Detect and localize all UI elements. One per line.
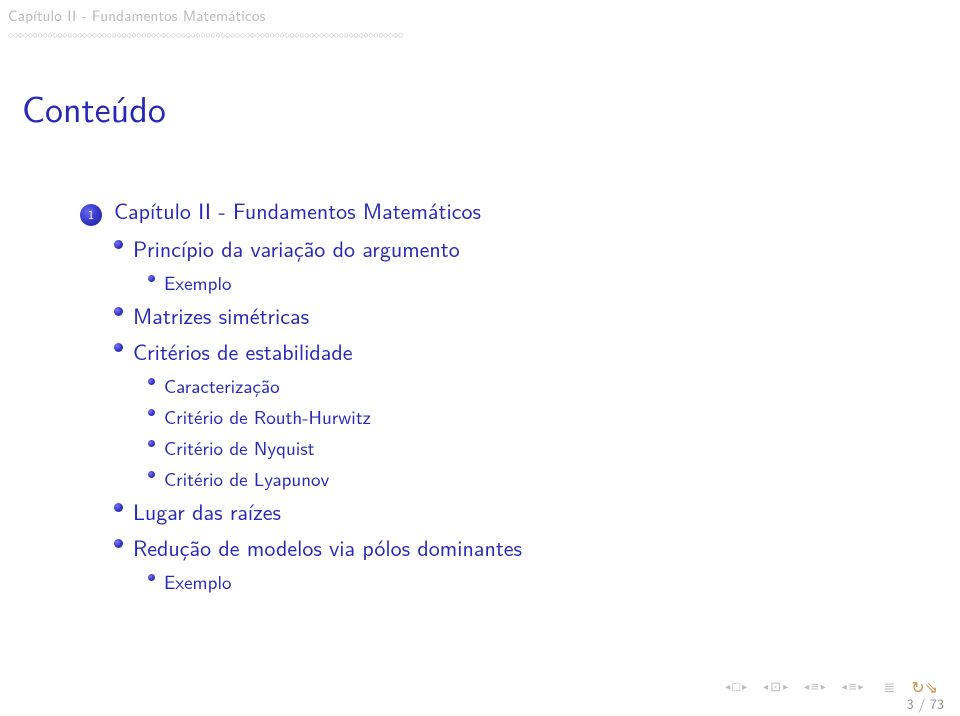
outline-subitem[interactable]: Exemplo	[148, 567, 960, 595]
item-label: Lugar das raízes	[133, 495, 281, 527]
bullet-icon	[148, 440, 155, 447]
outline-item[interactable]: Redução de modelos via pólos dominantes	[114, 531, 960, 563]
bullet-icon	[114, 503, 123, 512]
outline-section[interactable]: 1 Capítulo II - Fundamentos Matemáticos	[80, 194, 960, 226]
outline-content: 1 Capítulo II - Fundamentos Matemáticos …	[0, 134, 960, 595]
nav-mode-icon[interactable]: ≣	[883, 677, 895, 697]
frame-title: Conteúdo	[0, 41, 960, 134]
bullet-icon	[148, 378, 155, 385]
outline-subitem[interactable]: Critério de Nyquist	[148, 433, 960, 461]
section-label: Capítulo II - Fundamentos Matemáticos	[114, 194, 481, 226]
nav-first-prev[interactable]: ◂□▸	[725, 677, 747, 696]
item-label: Critérios de estabilidade	[133, 335, 353, 367]
subitem-label: Critério de Lyapunov	[164, 464, 329, 492]
outline-item[interactable]: Princípio da variação do argumento	[114, 232, 960, 264]
outline-subitem[interactable]: Exemplo	[148, 268, 960, 296]
subitem-label: Critério de Nyquist	[164, 433, 314, 461]
outline-item[interactable]: Matrizes simétricas	[114, 299, 960, 331]
page-number: 3 / 73	[907, 694, 944, 714]
bullet-icon	[114, 343, 123, 352]
bullet-icon	[148, 275, 155, 282]
outline-item[interactable]: Critérios de estabilidade	[114, 335, 960, 367]
subitem-label: Exemplo	[164, 567, 232, 595]
item-label: Redução de modelos via pólos dominantes	[133, 531, 522, 563]
outline-subitem[interactable]: Caracterização	[148, 371, 960, 399]
bullet-icon	[148, 471, 155, 478]
subitem-label: Exemplo	[164, 268, 232, 296]
section-title: Capítulo II - Fundamentos Matemáticos	[8, 4, 952, 26]
item-label: Matrizes simétricas	[133, 299, 309, 331]
bullet-icon	[114, 240, 123, 249]
bullet-icon	[114, 539, 123, 548]
item-label: Princípio da variação do argumento	[133, 232, 460, 264]
subitem-label: Critério de Routh-Hurwitz	[164, 402, 371, 430]
progress-dots: ○○○○○○○○○○○○○○○○○○○○○○○○○○○○○○○○○○○○○○○○…	[0, 26, 960, 41]
outline-subitem[interactable]: Critério de Lyapunov	[148, 464, 960, 492]
subitem-label: Caracterização	[164, 371, 280, 399]
nav-up-down[interactable]: ◂⊡▸	[763, 677, 788, 696]
section-number-ball: 1	[80, 204, 102, 226]
bullet-icon	[148, 574, 155, 581]
bullet-icon	[114, 307, 123, 316]
nav-prev-section[interactable]: ◂≡▸	[804, 677, 826, 696]
bullet-icon	[148, 409, 155, 416]
outline-subitem[interactable]: Critério de Routh-Hurwitz	[148, 402, 960, 430]
outline-item[interactable]: Lugar das raízes	[114, 495, 960, 527]
nav-next-section[interactable]: ◂≡▸	[842, 677, 864, 696]
